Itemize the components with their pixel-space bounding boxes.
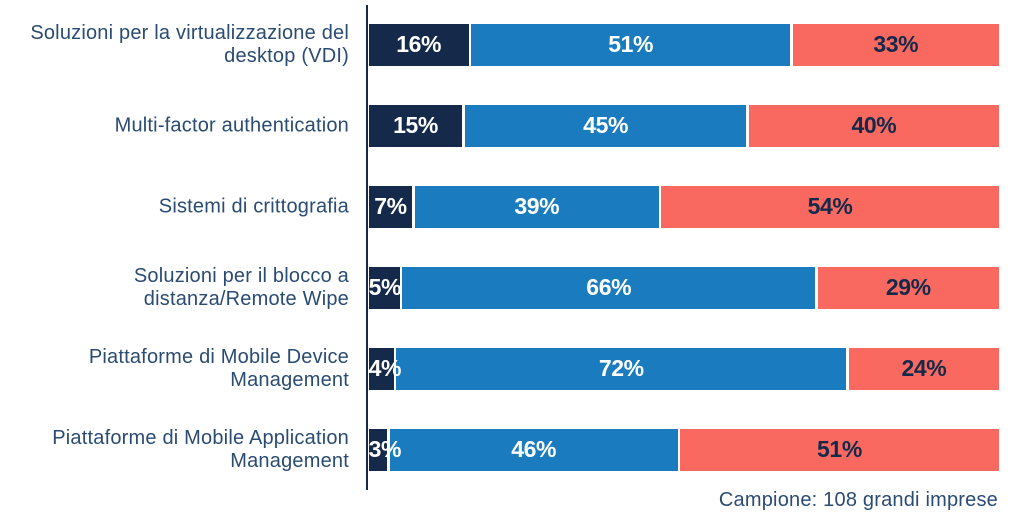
bar-segment-dark-navy: 4%: [368, 348, 401, 390]
value-label: 29%: [885, 274, 931, 301]
value-label: 72%: [598, 355, 644, 382]
bar-segment-blue: 51%: [471, 24, 791, 66]
value-label: 45%: [583, 112, 629, 139]
bar-segment-blue: 39%: [414, 186, 659, 228]
bar-segment-coral: 54%: [661, 186, 999, 228]
value-label: 51%: [608, 31, 654, 58]
bar-segment-dark-navy: 3%: [368, 429, 401, 471]
bar-segment-blue: 66%: [402, 267, 816, 309]
bar-segment-coral: 24%: [848, 348, 999, 390]
value-label: 54%: [807, 193, 853, 220]
value-label: 4%: [368, 355, 402, 382]
category-label-line: distanza/Remote Wipe: [143, 287, 349, 310]
bar-segment-coral: 33%: [792, 24, 999, 66]
bar-row: 5% 66% 29%: [368, 267, 999, 309]
category-label-line: Piattaforme di Mobile Device: [88, 345, 349, 368]
value-label: 51%: [817, 436, 862, 463]
category-label-line: Management: [230, 368, 349, 391]
sample-note: Campione: 108 grandi imprese: [718, 489, 998, 511]
bar-segment-dark-navy: 16%: [368, 24, 469, 66]
category-label-line: Management: [230, 449, 349, 472]
bar-segment-blue: 45%: [464, 105, 747, 147]
bar-row: 3% 46% 51%: [368, 429, 999, 471]
value-label: 16%: [396, 31, 442, 58]
value-label: 40%: [851, 112, 897, 139]
bar-segment-coral: 40%: [748, 105, 999, 147]
value-label: 66%: [586, 274, 632, 301]
category-label-line: Multi-factor authentication: [114, 114, 349, 137]
bar-segment-dark-navy: 7%: [368, 186, 413, 228]
value-label: 33%: [873, 31, 919, 58]
category-label-line: Soluzioni per la virtualizzazione del: [30, 21, 349, 44]
bar-segment-coral: 51%: [679, 429, 999, 471]
bar-segment-blue: 46%: [389, 429, 678, 471]
bar-row: 16% 51% 33%: [368, 24, 999, 66]
category-label: Soluzioni per la virtualizzazione del des…: [0, 22, 349, 68]
category-label-line: Sistemi di crittografia: [158, 195, 349, 218]
bar-segment-dark-navy: 15%: [368, 105, 463, 147]
bar-segment-dark-navy: 5%: [368, 267, 402, 309]
value-label: 46%: [511, 436, 557, 463]
bar-segment-blue: 72%: [396, 348, 847, 390]
bar-segment-coral: 29%: [817, 267, 999, 309]
category-label: Multi-factor authentication: [0, 114, 349, 137]
value-label: 24%: [901, 355, 947, 382]
bar-row: 15% 45% 40%: [368, 105, 999, 147]
category-label: Soluzioni per il blocco a distanza/Remote…: [0, 265, 349, 311]
category-label: Sistemi di crittografia: [0, 195, 349, 218]
bar-row: 7% 39% 54%: [368, 186, 999, 228]
value-label: 39%: [514, 193, 560, 220]
category-label-line: Piattaforme di Mobile Application: [52, 426, 349, 449]
category-label: Piattaforme di Mobile Device Management: [0, 346, 349, 392]
category-label-line: desktop (VDI): [224, 44, 349, 67]
y-axis-line: [366, 5, 369, 490]
value-label: 3%: [368, 436, 402, 463]
category-label: Piattaforme di Mobile Application Managem…: [0, 427, 349, 473]
bar-row: 4% 72% 24%: [368, 348, 999, 390]
category-label-line: Soluzioni per il blocco a: [133, 264, 349, 287]
value-label: 7%: [374, 193, 407, 220]
value-label: 5%: [368, 274, 402, 301]
value-label: 15%: [393, 112, 438, 139]
